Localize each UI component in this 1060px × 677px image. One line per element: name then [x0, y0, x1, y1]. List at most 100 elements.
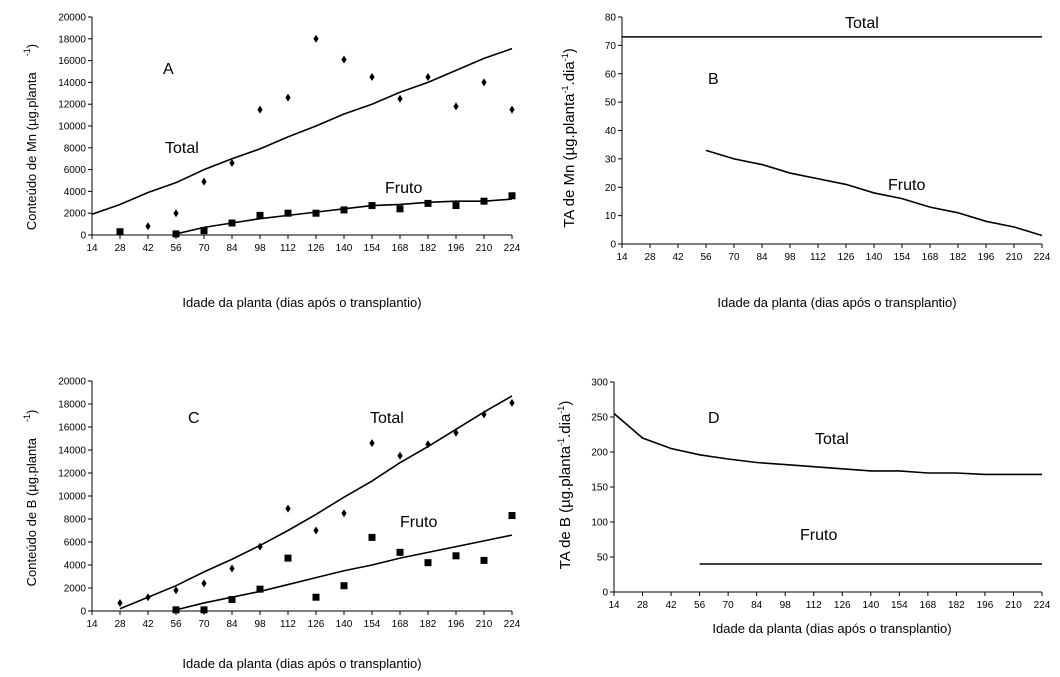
chart-b-y-tick-label: 60	[605, 69, 617, 80]
chart-a-point-total	[145, 222, 151, 231]
chart-c-point-fruto	[340, 582, 348, 590]
chart-c-x-tick-label: 210	[476, 619, 493, 630]
chart-b: 0 10 20 30 40 50 60 70 80 14 28 42 56 70 84 98 112 126 140…	[560, 13, 1051, 311]
chart-a-y-tick-label: 8000	[64, 143, 87, 154]
chart-c-point-total	[173, 586, 179, 595]
chart-d-lines	[613, 412, 1042, 565]
chart-d-x-tick-label: 14	[608, 600, 620, 611]
chart-b-x-tick-label: 70	[728, 252, 740, 263]
chart-c-series-label-total: Total	[370, 410, 404, 427]
chart-c-x-tick-label: 196	[448, 619, 465, 630]
chart-d-y-tick-label: 50	[597, 553, 609, 564]
chart-b-series-label-fruto: Fruto	[888, 177, 925, 194]
chart-c-point-total	[481, 410, 487, 419]
chart-a-point-total	[201, 177, 207, 186]
chart-c-series-label-fruto: Fruto	[400, 514, 437, 531]
chart-b-y-tick-label: 80	[605, 13, 617, 24]
chart-c-point-fruto	[172, 606, 180, 614]
chart-a-point-fruto	[452, 202, 460, 210]
chart-c-x-tick-label: 126	[308, 619, 325, 630]
chart-a-point-fruto	[340, 206, 348, 214]
chart-c-x-tick-label: 168	[392, 619, 409, 630]
chart-a-x-label: Idade da planta (dias após o transplanti…	[182, 295, 421, 310]
chart-a-y-tick-label: 20000	[58, 13, 86, 24]
chart-b-x-tick-label: 42	[672, 252, 684, 263]
chart-d-panel-label: D	[708, 410, 720, 427]
chart-c-fits	[119, 395, 513, 611]
chart-a-series-label-fruto: Fruto	[385, 180, 422, 197]
chart-b-x-label: Idade da planta (dias após o transplanti…	[717, 295, 956, 310]
chart-c-point-total	[145, 593, 151, 602]
chart-b-x-tick-label: 126	[838, 252, 855, 263]
chart-d-x-tick-label: 28	[637, 600, 649, 611]
chart-a-point-fruto	[480, 197, 488, 205]
chart-d-y-tick-label: 0	[602, 588, 608, 599]
chart-d-y-tick-label: 250	[591, 413, 608, 424]
chart-c-fit-line-fruto	[175, 534, 513, 611]
chart-c-point-fruto	[452, 552, 460, 560]
chart-a-x-tick-label: 168	[392, 243, 409, 254]
chart-a-x-tick-label: 98	[254, 243, 266, 254]
chart-a-fit-line-fruto	[175, 198, 513, 235]
chart-c-point-total	[453, 428, 459, 437]
chart-b-x-tick-label: 14	[616, 252, 628, 263]
chart-c-point-total	[117, 598, 123, 607]
chart-d-x-tick-label: 224	[1034, 600, 1051, 611]
chart-a-x-tick-label: 154	[364, 243, 381, 254]
chart-b-y-tick-label: 70	[605, 41, 617, 52]
chart-c-point-total	[229, 564, 235, 573]
chart-a-points	[116, 34, 516, 238]
chart-a-fits	[91, 47, 513, 235]
chart-c-y-tick-label: 0	[80, 607, 86, 618]
chart-a-point-total	[285, 93, 291, 102]
chart-b-x-tick-label: 182	[950, 252, 967, 263]
chart-c-point-fruto	[508, 512, 516, 520]
chart-b-y-tick-label: 30	[605, 154, 617, 165]
chart-c-x-tick-label: 224	[504, 619, 521, 630]
chart-c-x-tick-label: 14	[86, 619, 98, 630]
chart-b-y-tick-label: 50	[605, 98, 617, 109]
chart-a-point-fruto	[508, 192, 516, 200]
chart-a-x-tick-label: 84	[226, 243, 238, 254]
chart-a-point-total	[425, 72, 431, 81]
chart-b-x-tick-label: 84	[756, 252, 768, 263]
chart-c-point-total	[257, 542, 263, 551]
chart-b-x-tick-label: 56	[700, 252, 712, 263]
chart-a-point-total	[509, 105, 515, 114]
chart-c-x-tick-label: 56	[170, 619, 182, 630]
chart-a-y-tick-label: 12000	[58, 100, 86, 111]
chart-a-point-fruto	[116, 228, 124, 236]
chart-d-line-total	[613, 412, 1042, 476]
chart-a-x-tick-label: 42	[142, 243, 154, 254]
chart-d-x-tick-label: 126	[834, 600, 851, 611]
chart-a-point-fruto	[312, 209, 320, 217]
chart-a-point-fruto	[256, 211, 264, 219]
chart-a-point-fruto	[284, 209, 292, 217]
chart-a-x-tick-label: 210	[476, 243, 493, 254]
chart-d-x-tick-label: 112	[806, 600, 822, 611]
chart-b-series-label-total: Total	[845, 15, 879, 32]
chart-a-x-tick-label: 126	[308, 243, 325, 254]
chart-d-series-label-fruto: Fruto	[800, 527, 837, 544]
chart-c-y-tick-label: 20000	[58, 377, 86, 388]
chart-d-x-tick-label: 168	[920, 600, 937, 611]
chart-b-y-label: TA de Mn (µg.planta-1.dia-1)	[560, 48, 578, 228]
chart-c-x-tick-label: 140	[336, 619, 353, 630]
chart-d-x-tick-label: 210	[1005, 600, 1022, 611]
chart-b-y-tick-label: 10	[605, 211, 617, 222]
chart-a-ticks: 0 2000 4000 6000 8000 10000 12000 14000 16000 180…	[58, 13, 521, 255]
chart-c-panel-label: C	[188, 410, 200, 427]
chart-a-point-total	[173, 209, 179, 218]
chart-d-x-tick-label: 154	[891, 600, 908, 611]
chart-c-y-tick-label: 2000	[64, 584, 87, 595]
chart-c-x-tick-label: 42	[142, 619, 154, 630]
chart-a-x-tick-label: 56	[170, 243, 182, 254]
chart-b-line-fruto	[705, 149, 1043, 237]
chart-d-x-tick-label: 42	[666, 600, 678, 611]
chart-d-x-tick-label: 70	[723, 600, 735, 611]
chart-a-y-tick-label: 18000	[58, 34, 86, 45]
chart-c-point-fruto	[480, 556, 488, 564]
chart-a-y-tick-label: 0	[80, 231, 86, 242]
chart-d-x-tick-label: 182	[948, 600, 965, 611]
chart-b-ticks: 0 10 20 30 40 50 60 70 80 14 28 42 56 70 84 98 112 126 140…	[605, 13, 1051, 264]
